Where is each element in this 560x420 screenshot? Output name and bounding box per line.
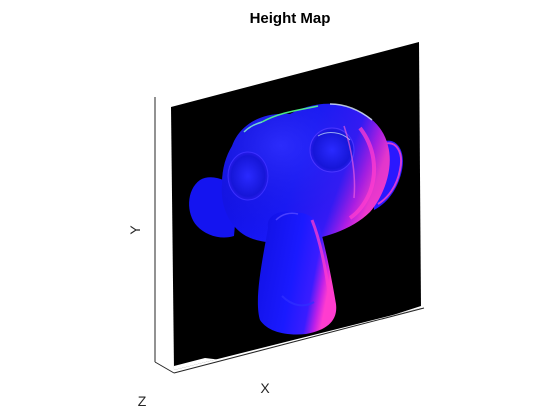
y-axis-label: Y: [127, 225, 143, 235]
depth-axis-line: [154, 361, 175, 374]
x-axis-line: [173, 307, 425, 374]
suzanne-shape: [189, 103, 403, 335]
right-eye: [309, 127, 355, 173]
axes-box: [154, 97, 425, 374]
z-axis-label: Z: [138, 393, 147, 409]
left-eye: [227, 151, 269, 201]
chart-title: Height Map: [250, 10, 331, 27]
muzzle: [257, 211, 337, 335]
x-axis-label: X: [260, 380, 270, 396]
height-map-surface: [171, 42, 421, 370]
